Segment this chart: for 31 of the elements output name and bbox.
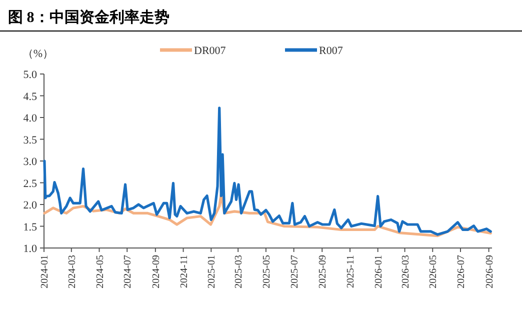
x-tick-label: 2024-09 [150, 255, 162, 288]
y-tick-label: 5.0 [23, 69, 38, 81]
y-tick-label: 4.5 [23, 90, 38, 103]
x-tick-label: 2024-01 [40, 255, 50, 288]
y-tick-label: 1.5 [23, 221, 38, 234]
x-tick-label: 2024-05 [94, 255, 106, 288]
y-tick-label: 4.0 [23, 112, 38, 124]
x-tick-label: 2025-05 [261, 255, 272, 288]
x-tick-label: 2025-07 [289, 255, 300, 288]
legend-label: R007 [319, 45, 344, 57]
y-tick-label: 1.0 [23, 243, 38, 255]
x-tick-label: 2026-09 [484, 255, 496, 288]
y-tick-label: 2.0 [23, 200, 38, 212]
chart-title: 图 8：中国资金利率走势 [8, 8, 170, 26]
x-tick-label: 2026-03 [400, 255, 412, 288]
legend-label: DR007 [194, 45, 226, 57]
x-tick-label: 2024-07 [122, 255, 134, 288]
y-tick-label: 3.5 [23, 134, 38, 146]
x-tick-label: 2025-09 [318, 255, 329, 288]
y-tick-label: 2.5 [23, 178, 38, 190]
x-tick-label: 2024-03 [66, 255, 78, 288]
x-tick-label: 2026-07 [456, 255, 467, 288]
x-tick-label: 2025-01 [206, 255, 218, 288]
x-tick-label: 2025-11 [345, 255, 356, 288]
x-tick-label: 2026-01 [373, 255, 384, 288]
y-axis-title: （%） [22, 48, 54, 60]
y-tick-label: 3.0 [23, 156, 38, 168]
line-series [43, 106, 492, 236]
x-tick-label: 2026-05 [428, 255, 440, 288]
x-tick-label: 2025-03 [234, 255, 245, 288]
x-tick-label: 2024-11 [178, 255, 190, 288]
